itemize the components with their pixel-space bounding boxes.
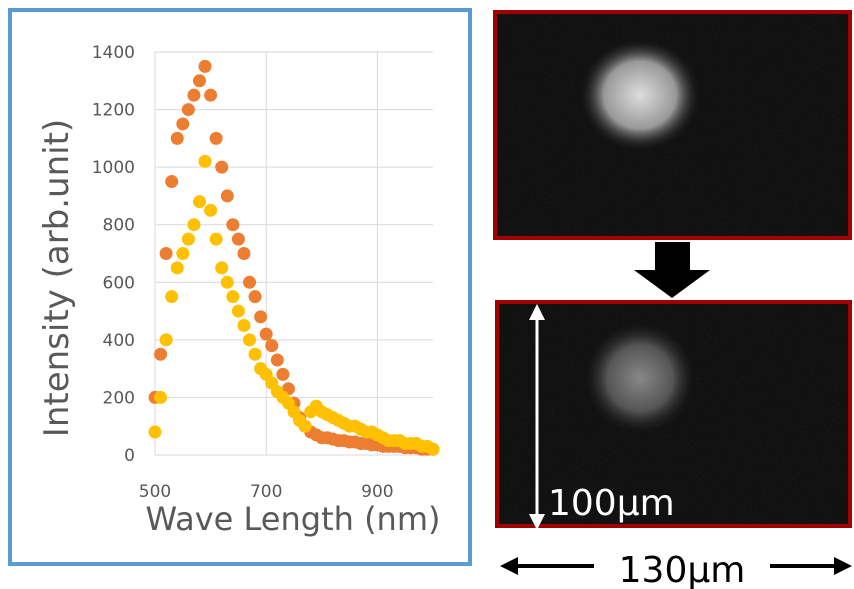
y-tick-label: 200 [103,388,135,408]
cell [585,323,695,433]
point [198,59,212,73]
point [259,327,273,341]
x-tick-label: 500 [139,482,171,502]
point [270,353,284,367]
point [170,261,184,275]
point [204,88,218,102]
arrowhead [529,514,545,530]
arrowhead [834,557,852,575]
point [215,261,229,275]
point [176,117,190,131]
point [170,131,184,145]
point [181,232,195,246]
point [181,103,195,117]
point [148,425,162,439]
x-axis-title: Wave Length (nm) [146,500,441,538]
y-axis-title: Intensity (arb.unit) [37,119,77,437]
point [215,160,229,174]
point [237,318,251,332]
x-tick-label: 700 [250,482,282,502]
point [248,290,262,304]
y-tick-label: 1200 [92,101,135,121]
point [248,347,262,361]
point [159,333,173,347]
point [165,290,179,304]
point [192,195,206,209]
point [154,347,168,361]
point [265,339,279,353]
point [298,419,312,433]
point [426,442,440,456]
label-bg [594,546,770,589]
arrowhead [500,557,518,575]
point [220,189,234,203]
y-tick-label: 1400 [92,43,135,63]
point [226,290,240,304]
y-tick-label: 600 [103,273,135,293]
scale-label-v: 100μm [548,483,675,524]
chart-frame [8,8,472,566]
cell [580,39,700,151]
y-tick-label: 0 [124,446,135,466]
plot: 0 200 400 600 800 1000 1200 1400 500 700 900 [92,43,440,502]
point [159,247,173,260]
y-tick-label: 1000 [92,158,135,178]
point [176,247,190,260]
point [204,203,218,217]
point [226,218,240,232]
point [187,218,201,232]
point [209,131,223,145]
point [276,367,290,381]
point [198,154,212,168]
point [254,310,268,324]
point [237,247,251,260]
x-tick-label: 900 [361,482,393,502]
point [231,304,245,318]
point [231,232,245,246]
y-tick-label: 400 [103,331,135,351]
point [154,390,168,404]
point [220,275,234,289]
point [165,175,179,189]
arrowhead [529,304,545,320]
point [243,333,257,347]
point [192,74,206,88]
scale-label-h: 130μm [619,550,746,589]
point [243,275,257,289]
y-tick-label: 800 [103,216,135,236]
point [209,232,223,246]
down-arrow [634,242,710,298]
point [187,88,201,102]
